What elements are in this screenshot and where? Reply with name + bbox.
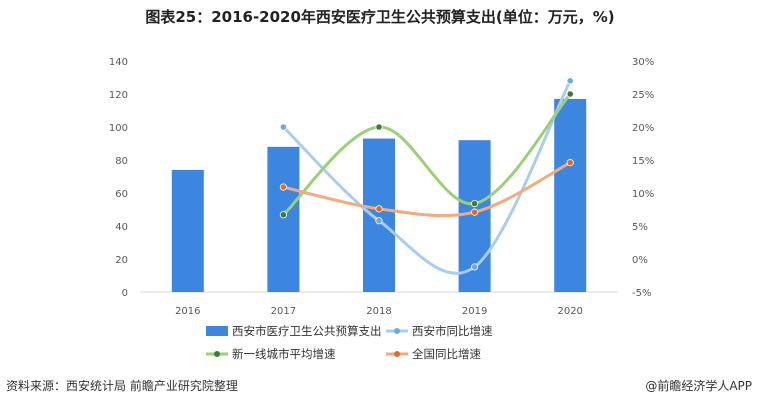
left-tick-label: 80 — [115, 156, 128, 167]
line-point — [566, 77, 574, 85]
legend-label: 西安市同比增速 — [412, 324, 493, 338]
line-series-3 — [281, 161, 572, 218]
legend-label: 全国同比增速 — [412, 347, 481, 361]
right-tick-label: 20% — [632, 123, 654, 134]
x-tick-label: 2020 — [557, 306, 582, 317]
x-tick-label: 2017 — [271, 306, 296, 317]
line-series-2 — [281, 92, 572, 217]
legend-item-4: 全国同比增速 — [386, 347, 481, 361]
right-axis: -5% 0% 5% 10% 15% 20% 25% 30% — [632, 57, 654, 299]
left-tick-label: 0 — [122, 288, 128, 299]
legend-marker — [394, 328, 400, 334]
x-tick-label: 2016 — [175, 306, 200, 317]
line-point — [279, 183, 287, 191]
left-tick-label: 20 — [115, 255, 128, 266]
right-tick-label: 10% — [632, 189, 654, 200]
left-tick-label: 40 — [115, 222, 128, 233]
right-tick-label: 0% — [632, 255, 648, 266]
line-point — [375, 123, 383, 131]
left-tick-label: 120 — [109, 90, 128, 101]
right-tick-label: 30% — [632, 57, 654, 68]
line-point — [375, 217, 383, 225]
left-axis: 0 20 40 60 80 100 120 140 — [109, 57, 128, 299]
x-tick-label: 2019 — [462, 306, 487, 317]
x-axis-labels: 2016 2017 2018 2019 2020 — [175, 306, 583, 317]
bar-2017 — [267, 146, 300, 292]
right-tick-label: 25% — [632, 90, 654, 101]
legend-label: 新一线城市平均增速 — [232, 347, 336, 361]
legend-item-3: 新一线城市平均增速 — [206, 347, 336, 361]
legend-item-2: 西安市同比增速 — [386, 324, 493, 338]
legend-item-1: 西安市医疗卫生公共预算支出 — [206, 324, 382, 338]
line-point — [279, 123, 287, 131]
legend-marker — [394, 351, 400, 357]
right-tick-label: 5% — [632, 222, 648, 233]
chart-title: 图表25：2016-2020年西安医疗卫生公共预算支出(单位：万元，%) — [145, 8, 615, 26]
left-tick-label: 140 — [109, 57, 128, 68]
line-point — [375, 205, 383, 213]
source-note: 资料来源：西安统计局 前瞻产业研究院整理 — [6, 379, 238, 393]
bar-2018 — [363, 138, 395, 292]
right-tick-label: -5% — [632, 288, 651, 299]
line-series — [279, 77, 574, 275]
x-tick-label: 2018 — [366, 306, 391, 317]
line-point — [470, 208, 479, 216]
line-point — [566, 90, 574, 98]
brand-note: @前瞻经济学人APP — [645, 379, 752, 393]
legend-marker — [214, 351, 220, 357]
line-point — [470, 263, 479, 271]
legend-swatch — [206, 326, 228, 336]
left-tick-label: 60 — [115, 189, 128, 200]
line-point — [279, 211, 287, 219]
bar-2020 — [554, 98, 587, 292]
line-series-1 — [281, 79, 572, 275]
right-tick-label: 15% — [632, 156, 654, 167]
bar-2016 — [171, 169, 204, 292]
left-tick-label: 100 — [109, 123, 128, 134]
legend-label: 西安市医疗卫生公共预算支出 — [232, 324, 382, 338]
line-point — [566, 159, 574, 167]
line-point — [470, 199, 479, 208]
